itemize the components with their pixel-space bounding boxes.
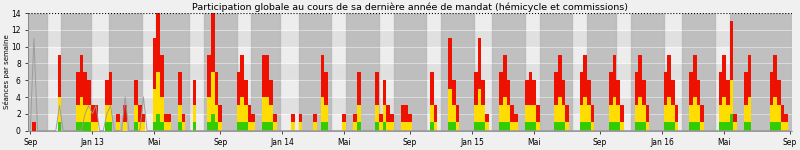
Bar — [29, 13, 791, 30]
Bar — [394, 13, 426, 131]
Title: Participation globale au cours de sa dernière année de mandat (hémicycle et comm: Participation globale au cours de sa der… — [192, 3, 628, 12]
Bar — [730, 13, 791, 131]
Bar — [441, 13, 474, 131]
Bar — [298, 13, 331, 131]
Y-axis label: Séances par semaine: Séances par semaine — [2, 34, 10, 109]
Bar — [29, 47, 791, 63]
Bar — [631, 13, 664, 131]
Bar — [29, 114, 791, 131]
Bar — [492, 13, 525, 131]
Bar — [29, 80, 791, 97]
Bar — [682, 13, 715, 131]
Bar — [346, 13, 379, 131]
Bar — [204, 13, 237, 131]
Bar — [156, 13, 189, 131]
Bar — [540, 13, 573, 131]
Bar — [251, 13, 280, 131]
Bar — [29, 13, 46, 131]
Bar — [62, 13, 90, 131]
Bar — [109, 13, 142, 131]
Bar — [587, 13, 616, 131]
